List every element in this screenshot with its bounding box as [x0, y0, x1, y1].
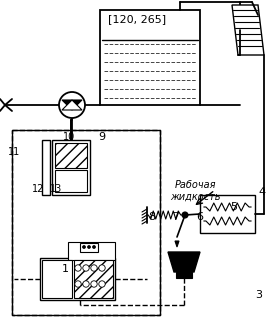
Text: 8: 8	[148, 212, 155, 222]
Polygon shape	[62, 100, 82, 110]
Text: [120, 265]: [120, 265]	[108, 14, 166, 24]
Bar	[12, 130, 160, 315]
Text: 3: 3	[255, 290, 262, 300]
Circle shape	[59, 92, 85, 118]
Text: 10: 10	[63, 132, 75, 142]
Text: 5: 5	[230, 202, 237, 212]
Circle shape	[182, 212, 188, 218]
Circle shape	[99, 281, 105, 287]
Text: 11: 11	[8, 147, 20, 157]
Bar	[42, 140, 50, 195]
Polygon shape	[175, 241, 179, 247]
Bar	[55, 143, 87, 168]
Circle shape	[83, 281, 89, 287]
Circle shape	[82, 245, 86, 249]
Bar	[40, 258, 115, 300]
Text: 9: 9	[98, 132, 105, 142]
Text: 4: 4	[258, 187, 265, 197]
Text: Рабочая
жидкость: Рабочая жидкость	[170, 180, 220, 202]
Polygon shape	[232, 5, 264, 55]
Bar	[74, 260, 113, 298]
Polygon shape	[168, 252, 200, 272]
Circle shape	[91, 265, 97, 271]
Circle shape	[75, 281, 81, 287]
Bar	[100, 10, 200, 105]
Bar	[68, 242, 115, 260]
Bar	[52, 140, 90, 195]
Bar	[42, 260, 72, 298]
Circle shape	[75, 265, 81, 271]
Bar	[80, 243, 98, 252]
Bar	[55, 170, 87, 192]
Circle shape	[83, 265, 89, 271]
Text: 7: 7	[172, 212, 179, 222]
Bar	[12, 130, 160, 315]
Circle shape	[99, 265, 105, 271]
Text: 12: 12	[32, 184, 44, 194]
Text: 6: 6	[196, 212, 203, 222]
Polygon shape	[62, 100, 82, 110]
Bar	[200, 195, 255, 233]
Bar	[176, 272, 192, 278]
Circle shape	[87, 245, 90, 249]
Circle shape	[92, 245, 95, 249]
Text: 13: 13	[50, 184, 62, 194]
Text: 1: 1	[62, 264, 69, 274]
Circle shape	[91, 281, 97, 287]
